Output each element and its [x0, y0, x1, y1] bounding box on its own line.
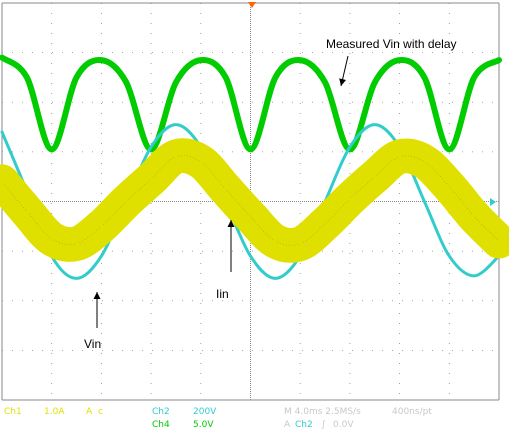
data-point-ch4: [224, 76, 227, 79]
data-point-ch4: [125, 81, 128, 84]
trigger-prefix: A: [284, 420, 291, 430]
data-point-ch2: [0, 130, 4, 134]
data-point-ch1: [373, 175, 376, 178]
data-point-ch4: [373, 81, 376, 84]
data-point-ch4: [497, 58, 501, 62]
annotation: Measured Vin with delay: [326, 37, 457, 87]
data-point-ch4: [299, 58, 302, 62]
data-point-ch1: [497, 240, 501, 243]
data-point-ch2: [249, 254, 252, 258]
annotation: Vin: [84, 292, 101, 351]
annotation-label: Measured Vin with delay: [326, 37, 457, 51]
trace-ch1: [0, 138, 509, 263]
data-point-ch2: [100, 254, 103, 258]
annotation-arrowhead-icon: [339, 78, 346, 86]
data-point-ch2: [448, 254, 451, 258]
data-point-ch1: [274, 240, 277, 243]
data-point-ch1: [423, 160, 426, 163]
data-point-ch1: [75, 242, 78, 245]
data-point-ch1: [448, 185, 451, 188]
data-point-ch4: [75, 76, 78, 79]
ch1-label: Ch1: [4, 407, 22, 417]
data-point-ch1: [149, 178, 153, 181]
trigger-channel: Ch2: [295, 420, 313, 430]
data-point-ch1: [125, 200, 128, 203]
data-point-ch1: [100, 225, 103, 228]
data-point-ch4: [472, 76, 476, 79]
timebase-readout: M 4.0ms 2.5MS/s: [284, 407, 361, 417]
data-point-ch2: [149, 145, 153, 149]
ch1-unit: A: [86, 407, 93, 417]
annotation-arrowhead-icon: [227, 220, 235, 227]
data-point-ch4: [249, 148, 252, 151]
data-point-ch4: [448, 148, 451, 151]
data-point-ch1: [25, 210, 29, 213]
data-point-ch2: [174, 123, 178, 126]
data-point-ch1: [224, 187, 227, 191]
ch1-coupling: c: [98, 407, 103, 417]
data-point-ch1: [398, 155, 401, 158]
waveform-traces: [0, 54, 509, 280]
ch2-label: Ch2: [152, 407, 170, 417]
resolution-readout: 400ns/pt: [392, 407, 432, 417]
data-point-ch1: [174, 155, 178, 158]
data-point-ch4: [50, 148, 53, 151]
ch1-scale: 1.0A: [44, 407, 65, 417]
data-point-ch4: [0, 56, 4, 59]
annotations: Measured Vin with delay Iin Vin: [84, 37, 457, 351]
data-point-ch1: [472, 215, 476, 218]
data-point-ch1: [249, 215, 252, 218]
ground-level-marker: [490, 198, 496, 206]
data-point-ch4: [100, 58, 103, 62]
data-point-ch2: [423, 200, 426, 203]
data-point-ch4: [274, 76, 277, 79]
data-point-ch1: [323, 222, 327, 225]
annotation-arrowhead-icon: [93, 292, 101, 299]
data-point-ch4: [174, 81, 178, 84]
data-point-ch2: [274, 277, 277, 280]
ch4-scale: 5.0V: [193, 420, 214, 430]
trigger-position-marker: [248, 2, 256, 8]
annotation-label: Vin: [84, 337, 101, 351]
trace-ch1-noise: [1, 155, 500, 246]
ch2-scale: 200V: [193, 407, 217, 417]
data-point-ch4: [199, 58, 202, 62]
data-point-ch2: [472, 274, 476, 278]
annotation-label: Iin: [216, 287, 229, 301]
data-point-ch2: [348, 145, 352, 149]
data-point-ch4: [423, 76, 426, 79]
trigger-slope-icon: ∫: [321, 420, 326, 430]
ch4-label: Ch4: [152, 420, 170, 430]
data-point-ch1: [348, 197, 352, 201]
annotation: Iin: [216, 220, 235, 301]
data-point-ch2: [373, 123, 376, 126]
trace-ch4: [0, 54, 502, 153]
data-point-ch1: [199, 160, 202, 163]
data-point-ch4: [25, 76, 29, 79]
data-point-ch2: [75, 277, 78, 280]
data-point-ch4: [323, 81, 327, 84]
data-point-ch4: [398, 58, 401, 62]
data-point-ch1: [299, 242, 302, 245]
data-point-ch1: [0, 180, 4, 183]
status-bar: Ch1 1.0A A c Ch2 200V Ch4 5.0V M 4.0ms 2…: [4, 407, 432, 430]
data-point-ch1: [50, 237, 53, 240]
trigger-level: 0.0V: [333, 420, 354, 430]
